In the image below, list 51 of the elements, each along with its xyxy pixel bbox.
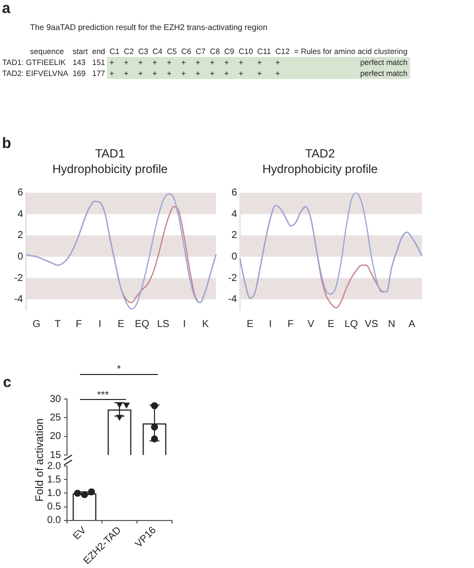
y-tick-label: 1.5	[47, 474, 62, 486]
x-tick-label: F	[76, 318, 82, 330]
x-tick-label: EQ	[134, 318, 150, 330]
y-tick-label: 6	[231, 188, 238, 199]
y-tick-label: 0	[231, 251, 238, 262]
y-tick-label: 30	[50, 394, 62, 405]
x-tick-label: A	[408, 318, 416, 330]
text: The 9aaTAD prediction result for the EZH2 trans-activating region	[30, 23, 268, 32]
y-tick-label: 4	[17, 208, 24, 220]
x-tick-label: VS	[364, 318, 378, 330]
y-tick-label: 0	[17, 251, 24, 262]
x-tick-label: V	[307, 318, 314, 330]
y-tick-label: 6	[17, 188, 24, 199]
y-tick-label: 2	[17, 230, 24, 242]
x-tick-label: I	[268, 318, 272, 330]
y-tick-label: 0.0	[47, 515, 62, 526]
y-tick-label: 20	[50, 431, 62, 442]
y-axis-title: Fold of activation	[34, 418, 46, 502]
y-tick-label: -4	[228, 294, 238, 306]
x-tick-label: E	[328, 318, 335, 330]
x-tick-label: G	[32, 318, 41, 330]
y-tick-label: 2.0	[47, 460, 62, 472]
x-tick-label: F	[288, 318, 294, 330]
x-tick-label: T	[54, 318, 61, 330]
text: a	[2, 0, 10, 17]
chart-subtitle: Hydrophobicity profile	[52, 162, 168, 176]
y-tick-label: -4	[14, 294, 24, 306]
chart-title: TAD1	[95, 146, 126, 161]
y-tick-label: 4	[231, 208, 238, 220]
text: b	[2, 135, 12, 152]
x-tick-label: LQ	[344, 318, 358, 330]
y-tick-label: -2	[14, 272, 24, 284]
text: *	[116, 364, 122, 375]
y-tick-label: 1.0	[47, 488, 62, 499]
y-tick-label: 25	[50, 412, 62, 424]
x-tick-label: E	[118, 318, 125, 330]
x-tick-label: EV	[71, 524, 89, 542]
x-tick-label: I	[98, 318, 102, 330]
x-tick-label: LS	[157, 318, 170, 330]
y-tick-label: -2	[228, 272, 238, 284]
x-tick-label: E	[246, 318, 254, 330]
x-tick-label: N	[388, 318, 396, 330]
y-tick-label: 2	[231, 230, 238, 242]
chart-subtitle: Hydrophobicity profile	[262, 162, 378, 176]
text: c	[3, 374, 12, 391]
x-tick-label: K	[202, 318, 210, 330]
y-tick-label: 0.5	[47, 502, 62, 513]
annotation: ***	[96, 390, 110, 401]
chart-title: TAD2	[305, 146, 336, 161]
y-tick-label: 15	[50, 450, 62, 461]
x-tick-label: I	[182, 318, 186, 330]
